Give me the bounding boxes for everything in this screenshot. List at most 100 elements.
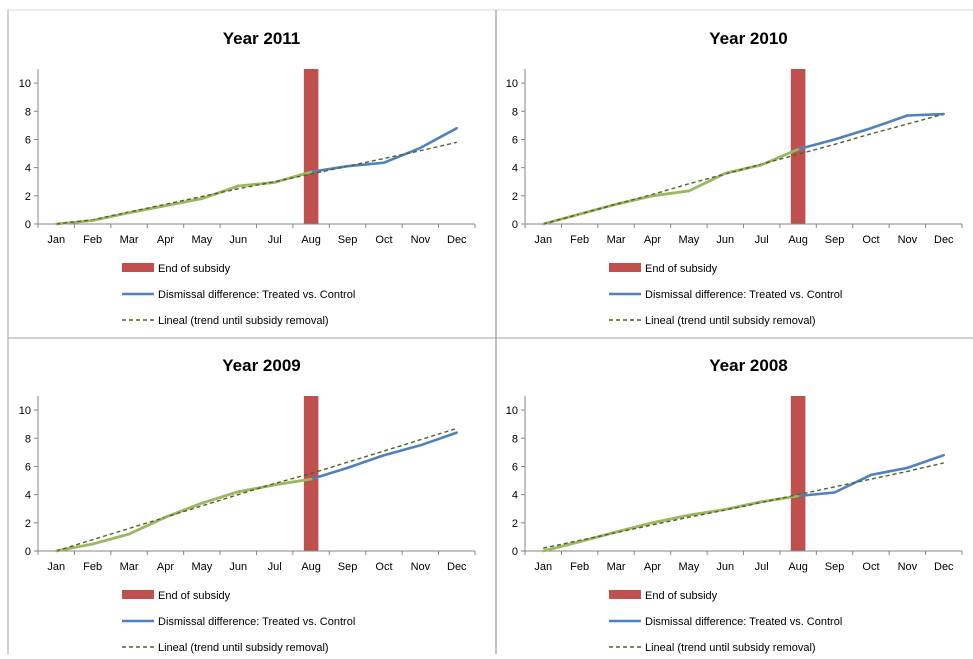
x-tick-label: Apr [157,234,174,246]
data-point [237,490,240,494]
data-point [55,222,58,226]
data-point [455,431,458,434]
x-tick-label: Dec [447,561,467,573]
data-point [382,161,386,164]
x-tick-label: Jul [268,561,282,573]
chart-title: Year 2009 [222,356,300,375]
data-point [687,189,691,193]
data-point [796,494,800,498]
y-tick-label: 2 [512,518,518,530]
y-tick-label: 4 [512,163,518,175]
legend-swatch-end-of-subsidy [122,263,154,272]
data-point [760,500,763,503]
x-tick-label: Jul [268,234,282,246]
legend-label-dismissal-difference: Dismissal difference: Treated vs. Contro… [158,616,355,628]
chart-2011: Year 2011 0 2 4 6 8 10 Jan Feb Mar Apr May Jun Jul Aug… [19,29,476,327]
data-point [91,542,94,546]
x-tick-label: Dec [447,234,467,246]
data-point [419,146,422,150]
y-tick-label: 0 [512,219,518,231]
x-tick-label: Oct [862,234,879,246]
data-point [200,501,204,505]
series-line-trend [543,462,944,549]
data-point [614,203,618,206]
data-point [651,521,654,525]
data-point [200,197,204,200]
data-point [127,532,131,536]
y-tick-label: 10 [19,405,31,417]
legend-swatch-end-of-subsidy [609,263,641,272]
x-tick-label: May [678,561,699,573]
data-point [273,181,276,184]
data-point [382,453,386,457]
x-tick-label: Jan [47,561,65,573]
legend-label-trend: Lineal (trend until subsidy removal) [645,315,816,327]
legend-label-end-of-subsidy: End of subsidy [158,263,231,275]
x-tick-label: Jun [229,234,247,246]
x-tick-label: Dec [934,234,954,246]
x-tick-label: Nov [411,561,431,573]
x-tick-label: Aug [301,234,321,246]
y-tick-label: 8 [512,433,518,445]
y-tick-label: 4 [512,490,518,502]
data-point [419,444,422,447]
x-tick-label: May [191,561,212,573]
y-tick-label: 0 [25,219,31,231]
y-tick-label: 8 [25,433,31,445]
x-tick-label: Jun [229,561,247,573]
y-tick-label: 10 [506,78,518,90]
x-tick-label: Nov [898,234,918,246]
legend-label-trend: Lineal (trend until subsidy removal) [158,642,329,654]
x-tick-label: May [191,234,212,246]
legend-label-trend: Lineal (trend until subsidy removal) [645,642,816,654]
y-tick-label: 0 [512,546,518,558]
x-tick-label: Feb [83,234,102,246]
chart-title: Year 2010 [709,29,787,48]
x-tick-label: Jul [755,561,769,573]
x-tick-label: Mar [120,561,139,573]
data-point [309,477,313,481]
data-point [906,466,909,470]
end-of-subsidy-bar [790,396,806,551]
x-tick-label: Aug [788,561,808,573]
data-point [651,194,654,198]
y-tick-label: 6 [512,134,518,146]
data-point [237,184,240,188]
data-point [164,515,167,519]
data-point [796,148,800,151]
chart-2010: Year 2010 0 2 4 6 8 10 Jan Feb Mar Apr May Jun Jul Aug… [506,29,963,327]
x-tick-label: Feb [570,561,589,573]
y-tick-label: 6 [25,134,31,146]
data-point [833,138,836,141]
x-tick-label: Sep [825,561,845,573]
y-tick-label: 8 [512,106,518,118]
data-point [614,530,618,534]
x-tick-label: Apr [157,561,174,573]
data-point [906,114,909,117]
chart-title: Year 2008 [709,356,787,375]
data-point [942,112,945,116]
y-tick-label: 6 [512,461,518,473]
x-tick-label: Sep [338,234,358,246]
chart-panel-2009: Year 2009 0 2 4 6 8 10 Jan Feb Mar Apr May Jun Jul Aug… [0,327,486,654]
data-point [760,163,763,167]
x-tick-label: Oct [375,234,392,246]
x-tick-label: Jun [716,234,734,246]
series-line-trend [543,113,944,225]
y-tick-label: 8 [25,106,31,118]
data-point [164,204,167,207]
data-point [91,219,94,222]
x-tick-label: Jan [534,234,552,246]
legend-swatch-end-of-subsidy [122,590,154,599]
x-tick-label: Aug [788,234,808,246]
x-tick-label: Jun [716,561,734,573]
data-point [942,453,945,457]
legend-label-trend: Lineal (trend until subsidy removal) [158,315,329,327]
y-tick-label: 10 [506,405,518,417]
x-tick-label: Feb [83,561,102,573]
x-tick-label: Mar [607,234,626,246]
end-of-subsidy-bar [790,69,806,224]
x-tick-label: Oct [375,561,392,573]
